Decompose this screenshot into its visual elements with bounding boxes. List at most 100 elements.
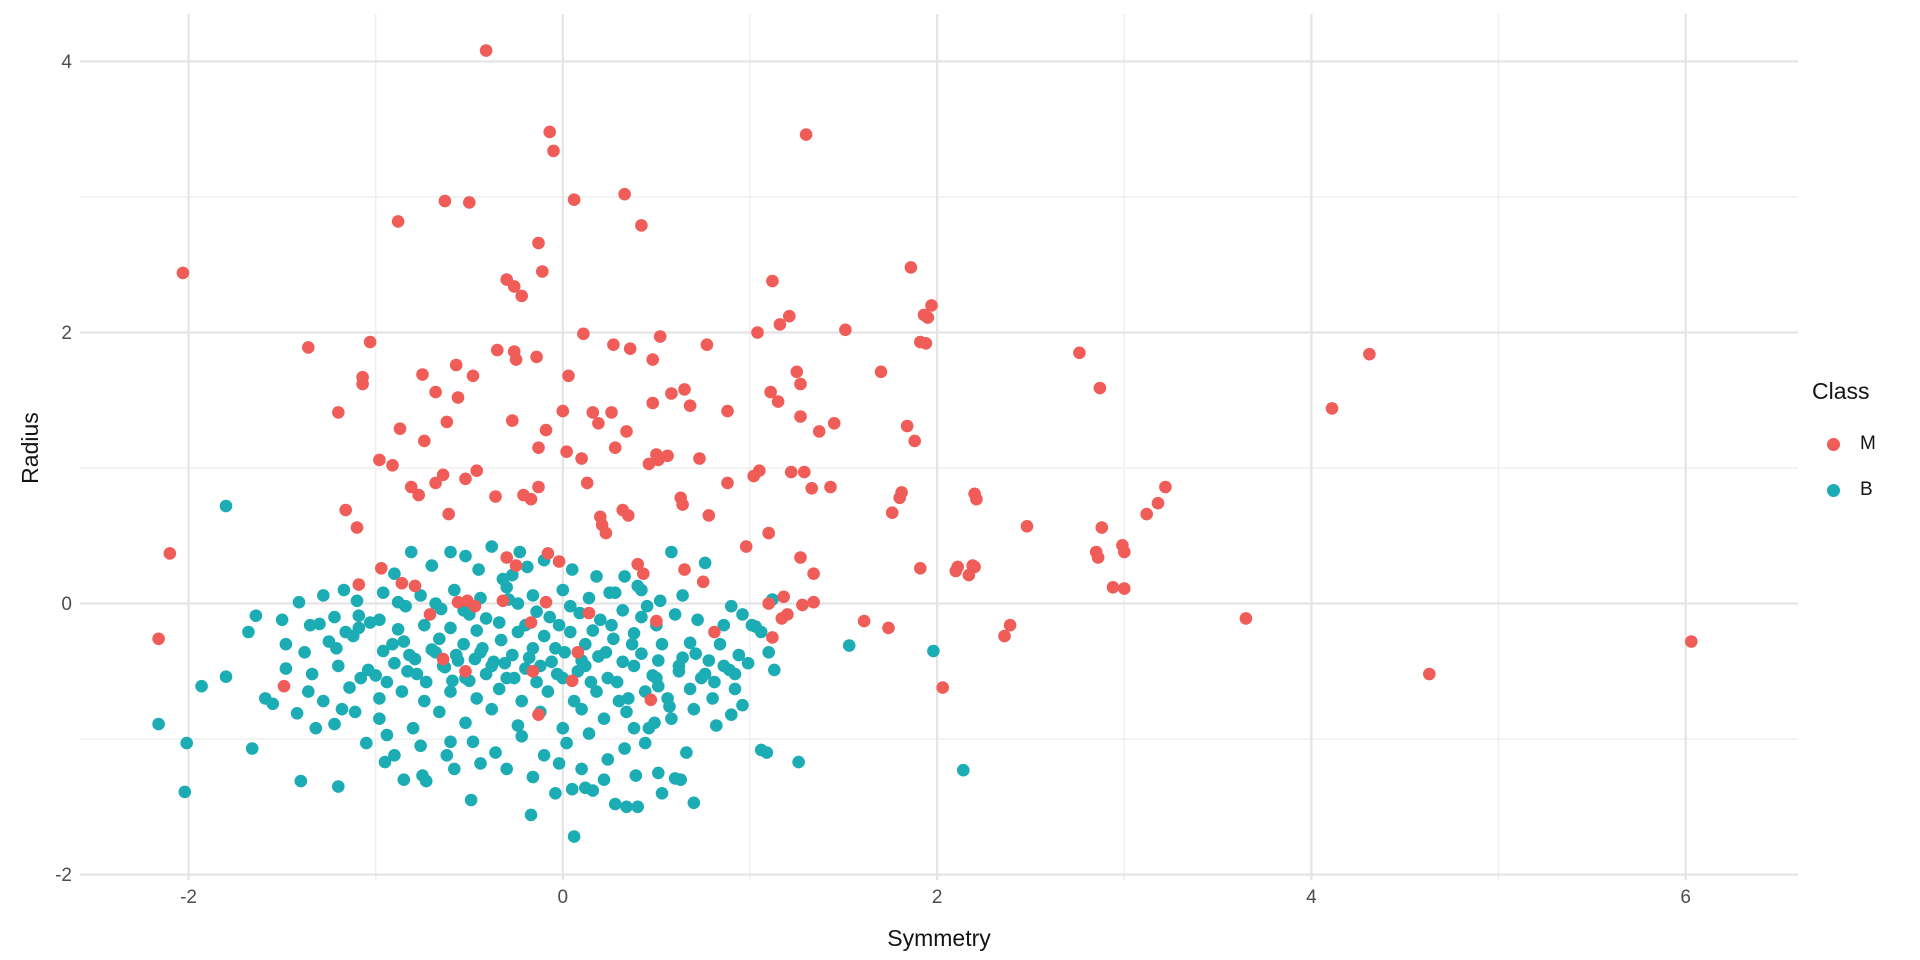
data-point-B xyxy=(631,800,644,814)
data-point-M xyxy=(438,194,452,208)
data-point-B xyxy=(650,671,663,685)
data-point-M xyxy=(882,621,895,635)
data-point-B xyxy=(957,763,970,777)
data-point-B xyxy=(754,625,768,639)
data-point-B xyxy=(388,656,401,670)
data-point-B xyxy=(459,716,472,730)
data-point-B xyxy=(507,671,521,685)
data-point-B xyxy=(608,586,622,599)
data-point-M xyxy=(839,323,852,337)
data-point-M xyxy=(812,425,826,438)
data-point-B xyxy=(754,743,768,757)
data-point-B xyxy=(373,692,386,705)
data-point-B xyxy=(500,762,513,776)
data-point-B xyxy=(485,702,499,716)
data-point-B xyxy=(498,656,512,670)
data-point-B xyxy=(556,583,570,597)
data-point-B xyxy=(404,545,418,559)
data-point-M xyxy=(575,452,588,465)
data-point-B xyxy=(332,780,345,793)
data-point-M xyxy=(491,343,504,357)
data-point-B xyxy=(586,784,600,797)
data-point-M xyxy=(766,631,779,644)
data-point-M xyxy=(463,196,476,209)
data-point-B xyxy=(620,705,633,719)
data-point-M xyxy=(1423,667,1436,681)
data-point-M xyxy=(1003,618,1017,632)
data-point-B xyxy=(275,613,289,627)
data-point-M xyxy=(807,595,820,609)
data-point-B xyxy=(599,646,613,659)
data-point-B xyxy=(717,618,731,632)
data-point-B xyxy=(433,632,446,646)
data-point-B xyxy=(575,702,588,716)
data-point-B xyxy=(668,608,682,621)
data-point-B xyxy=(354,671,368,685)
data-point-B xyxy=(219,499,233,513)
data-point-B xyxy=(376,586,390,599)
data-point-B xyxy=(328,610,341,624)
data-point-B xyxy=(466,735,480,749)
data-point-M xyxy=(700,338,714,352)
data-point-B xyxy=(676,589,689,602)
data-point-M xyxy=(479,44,493,57)
data-point-M xyxy=(418,434,431,448)
data-point-B xyxy=(373,613,386,627)
data-point-M xyxy=(565,674,579,688)
y-axis-title: Radius xyxy=(17,412,43,484)
data-point-B xyxy=(373,712,386,725)
data-point-B xyxy=(627,659,641,673)
data-point-B xyxy=(511,597,525,610)
data-point-M xyxy=(925,299,938,312)
data-point-M xyxy=(620,425,633,438)
data-point-B xyxy=(328,717,341,731)
data-point-B xyxy=(313,617,326,631)
data-point-M xyxy=(373,453,386,467)
data-point-B xyxy=(360,736,373,750)
data-point-B xyxy=(249,609,263,622)
data-point-M xyxy=(893,491,906,505)
data-point-M xyxy=(885,506,899,519)
data-point-B xyxy=(303,618,317,632)
data-point-M xyxy=(966,559,979,572)
data-point-B xyxy=(695,671,708,685)
data-point-B xyxy=(459,549,472,563)
data-point-M xyxy=(539,423,553,437)
data-point-B xyxy=(618,570,631,583)
data-point-M xyxy=(608,441,622,455)
data-point-B xyxy=(627,627,641,640)
data-point-B xyxy=(728,682,742,696)
data-point-B xyxy=(506,648,519,662)
data-point-B xyxy=(399,599,412,613)
data-point-M xyxy=(470,464,484,478)
data-point-B xyxy=(464,793,478,807)
data-point-B xyxy=(451,654,465,667)
data-point-B xyxy=(305,667,319,681)
data-point-B xyxy=(397,773,411,786)
data-point-B xyxy=(629,769,643,782)
data-point-M xyxy=(466,369,480,383)
data-point-M xyxy=(794,410,807,423)
data-point-B xyxy=(337,583,351,597)
data-point-M xyxy=(762,597,775,610)
data-point-M xyxy=(794,551,807,564)
x-tick-label: 4 xyxy=(1306,887,1317,908)
data-point-B xyxy=(472,563,485,576)
data-point-B xyxy=(380,675,394,689)
data-point-B xyxy=(668,772,682,785)
data-point-M xyxy=(436,468,450,482)
data-point-B xyxy=(444,545,457,559)
data-point-B xyxy=(526,770,540,784)
data-point-M xyxy=(356,377,369,391)
y-tick-label: -2 xyxy=(55,865,72,886)
data-point-M xyxy=(302,341,315,354)
data-point-M xyxy=(678,563,691,576)
data-point-M xyxy=(1159,480,1172,494)
data-point-B xyxy=(332,659,345,673)
data-point-B xyxy=(266,697,280,711)
legend-entry-B: B xyxy=(1812,473,1920,507)
data-point-M xyxy=(391,215,405,228)
data-point-M xyxy=(386,459,399,472)
